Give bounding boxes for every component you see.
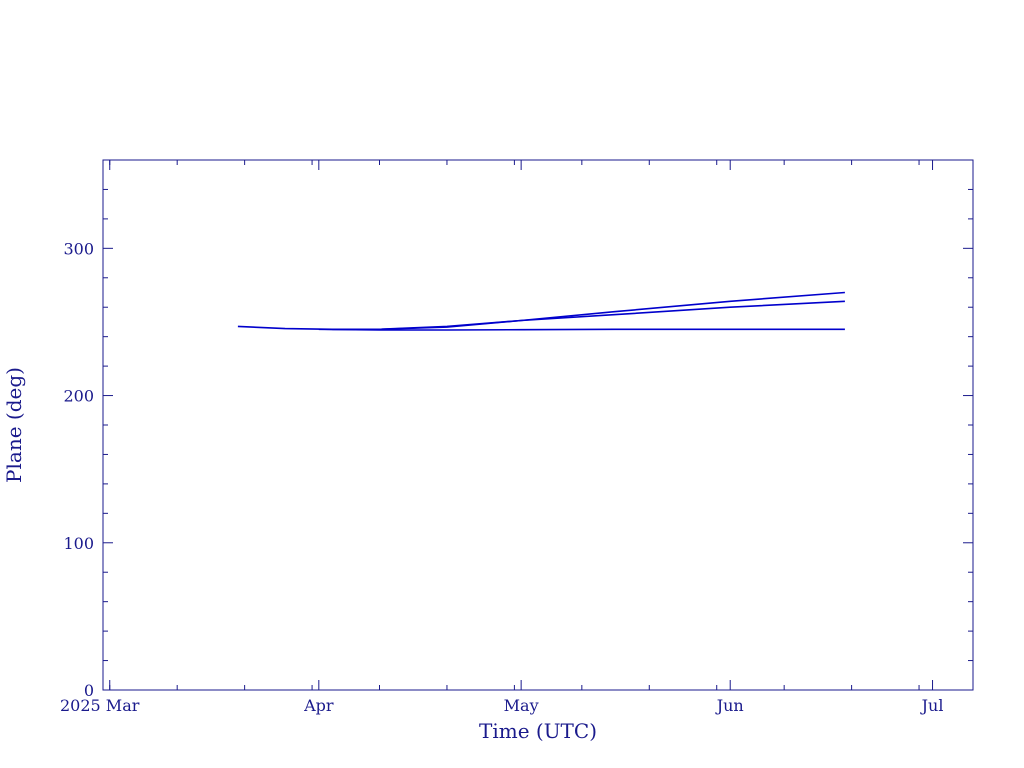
y-axis-title: Plane (deg): [2, 367, 26, 483]
x-tick-label: Jul: [920, 696, 944, 715]
x-tick-label: Apr: [303, 696, 334, 715]
x-tick-label: 2025 Mar: [60, 696, 140, 715]
x-tick-label: May: [504, 696, 539, 715]
y-tick-label: 100: [63, 534, 94, 553]
x-tick-label: Jun: [715, 696, 744, 715]
series-line-3: [318, 328, 845, 331]
series-line-2: [332, 300, 845, 331]
series-line-1: [237, 291, 845, 331]
y-tick-label: 200: [63, 387, 94, 406]
axis-ticks: 2025 Mar Apr May Jun Jul 0 100 200 300: [60, 160, 973, 715]
y-tick-label: 0: [84, 681, 94, 700]
series-layer: [237, 291, 845, 331]
y-tick-label: 300: [63, 239, 94, 258]
plot-frame: [102, 159, 974, 691]
x-axis-title: Time (UTC): [479, 719, 597, 743]
